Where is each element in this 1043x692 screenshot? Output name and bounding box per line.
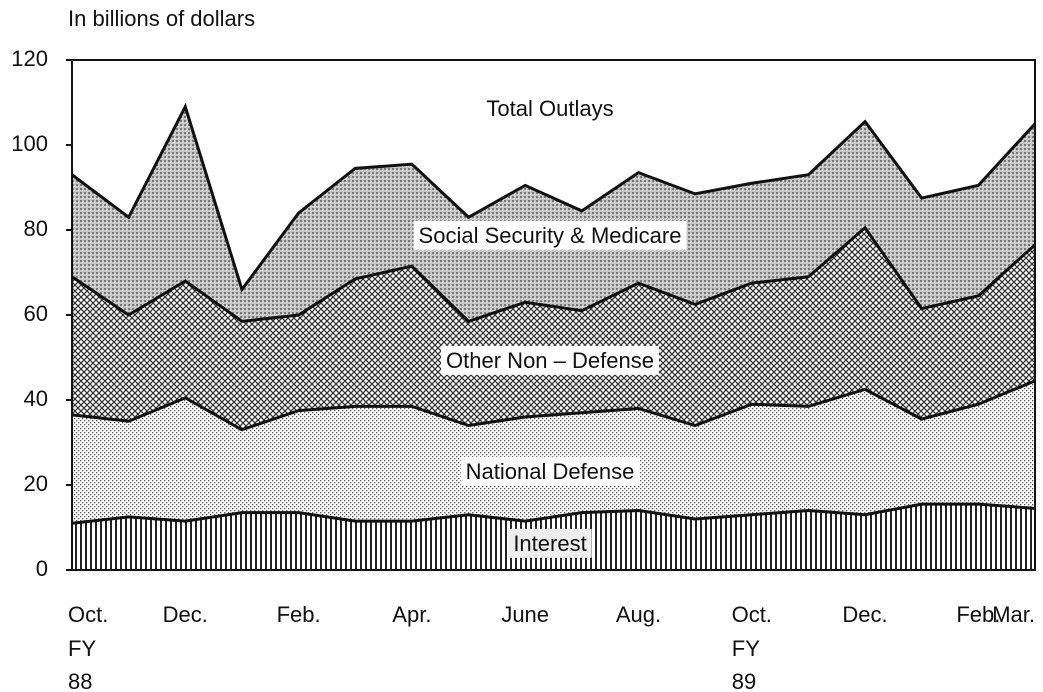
x-tick-label: Mar. — [992, 602, 1035, 627]
series-label: Other Non – Defense — [446, 348, 654, 373]
y-tick-label: 0 — [36, 556, 48, 581]
annotation: Total Outlays — [486, 96, 613, 121]
x-tick-label: Aug. — [616, 602, 661, 627]
fiscal-year-label: 88 — [68, 669, 92, 692]
y-tick-label: 40 — [24, 386, 48, 411]
x-tick-label: Dec. — [163, 602, 208, 627]
area-top-line — [71, 102, 1037, 293]
x-tick-label: Feb. — [277, 602, 321, 627]
y-axis-label: In billions of dollars — [68, 6, 255, 31]
y-tick-label: 60 — [24, 301, 48, 326]
series-label-bg — [460, 456, 640, 486]
area — [72, 380, 1035, 524]
series-label-bg — [413, 220, 687, 250]
y-tick-label: 120 — [11, 46, 48, 71]
series-label: Social Security & Medicare — [419, 223, 682, 248]
area-top-line — [71, 502, 1036, 525]
area — [72, 106, 1035, 322]
series-label-bg — [508, 528, 592, 558]
x-tick-label: Oct. — [68, 602, 108, 627]
x-tick-label: June — [501, 602, 549, 627]
fiscal-year-label: FY — [732, 636, 760, 661]
fiscal-year-label: FY — [68, 636, 96, 661]
y-tick-label: 80 — [24, 216, 48, 241]
x-tick-label: Oct. — [732, 602, 772, 627]
x-tick-label: Dec. — [842, 602, 887, 627]
area-top-line — [71, 225, 1037, 324]
series-label: Interest — [513, 531, 586, 556]
series-label: National Defense — [466, 459, 635, 484]
y-tick-label: 20 — [24, 471, 48, 496]
fiscal-year-label: 89 — [732, 669, 756, 692]
x-tick-label: Apr. — [392, 602, 431, 627]
x-tick-label: Feb. — [956, 602, 1000, 627]
y-tick-label: 100 — [11, 131, 48, 156]
area-top-line — [71, 379, 1036, 432]
series-label-bg — [441, 345, 659, 375]
